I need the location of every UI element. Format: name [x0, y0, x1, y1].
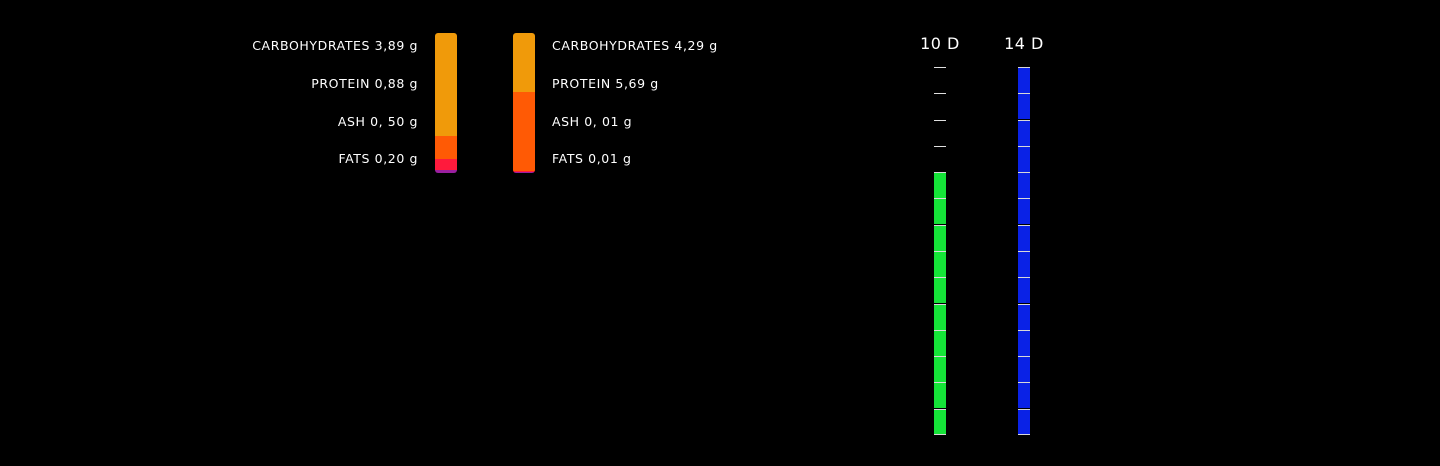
day-segment-divider [934, 198, 946, 199]
day-segment-filled [1018, 409, 1030, 435]
day-segment-filled [934, 356, 946, 382]
day-progress-bar-second [1018, 67, 1030, 435]
day-segment-empty-tick [934, 67, 946, 68]
day-segment-filled [1018, 146, 1030, 172]
day-segment-divider [934, 409, 946, 410]
day-segment-divider [934, 172, 946, 173]
left-label-carbohydrates: CARBOHYDRATES 3,89 g [252, 38, 418, 53]
right-nutrition-stacked-bar [513, 33, 535, 173]
day-segment-divider [1018, 198, 1030, 199]
day-segment-divider [1018, 120, 1030, 121]
day-segment-divider [934, 304, 946, 305]
left-label-protein: PROTEIN 0,88 g [311, 76, 418, 91]
day-segment-filled [1018, 277, 1030, 303]
day-segment-filled [934, 172, 946, 198]
day-segment-divider [1018, 356, 1030, 357]
day-segment-divider [1018, 67, 1030, 68]
day-segment-divider [934, 277, 946, 278]
day-segment-divider [934, 330, 946, 331]
right-label-carbohydrates: CARBOHYDRATES 4,29 g [552, 38, 718, 53]
left-label-ash: ASH 0, 50 g [337, 114, 418, 129]
day-segment-divider [1018, 330, 1030, 331]
day-segment-filled [1018, 356, 1030, 382]
day-label-first: 10 D [920, 34, 960, 53]
day-segment-filled [1018, 251, 1030, 277]
day-segment-divider [934, 356, 946, 357]
day-segment-filled [1018, 225, 1030, 251]
day-segment-empty-tick [934, 120, 946, 121]
day-segment-empty-tick [934, 93, 946, 94]
left-label-fats: FATS 0,20 g [338, 151, 418, 166]
day-label-second: 14 D [1004, 34, 1044, 53]
day-segment-divider [1018, 251, 1030, 252]
day-segment-divider [934, 225, 946, 226]
right-segment-carbohydrates [513, 33, 535, 92]
day-progress-bar-first [934, 67, 946, 435]
day-segment-filled [934, 304, 946, 330]
day-segment-filled [934, 409, 946, 435]
day-segment-divider [1018, 277, 1030, 278]
right-label-protein: PROTEIN 5,69 g [552, 76, 659, 91]
day-segment-filled [1018, 172, 1030, 198]
day-segment-divider [1018, 93, 1030, 94]
day-segment-filled [1018, 330, 1030, 356]
day-segment-filled [1018, 198, 1030, 224]
day-segment-divider [1018, 172, 1030, 173]
day-segment-filled [1018, 382, 1030, 408]
day-segment-divider [934, 251, 946, 252]
day-segment-divider [934, 382, 946, 383]
right-segment-protein [513, 92, 535, 171]
day-segment-filled [934, 382, 946, 408]
day-segment-empty-tick [934, 146, 946, 147]
day-segment-divider [1018, 304, 1030, 305]
day-segment-divider [1018, 146, 1030, 147]
left-segment-protein [435, 136, 457, 159]
right-segment-ash [513, 171, 535, 172]
left-segment-ash [435, 159, 457, 170]
left-segment-fats [435, 170, 457, 173]
day-segment-filled [934, 277, 946, 303]
right-segment-fats [513, 172, 535, 173]
day-bar-bottom-line [1018, 434, 1030, 435]
day-segment-divider [1018, 382, 1030, 383]
day-segment-filled [1018, 93, 1030, 119]
day-segment-filled [934, 198, 946, 224]
right-label-fats: FATS 0,01 g [552, 151, 632, 166]
day-segment-divider [1018, 409, 1030, 410]
day-segment-divider [1018, 225, 1030, 226]
left-segment-carbohydrates [435, 33, 457, 136]
day-segment-filled [1018, 120, 1030, 146]
day-segment-filled [934, 330, 946, 356]
day-segment-filled [1018, 67, 1030, 93]
day-segment-filled [934, 251, 946, 277]
day-bar-bottom-line [934, 434, 946, 435]
day-segment-filled [934, 225, 946, 251]
right-label-ash: ASH 0, 01 g [552, 114, 633, 129]
day-segment-filled [1018, 304, 1030, 330]
left-nutrition-stacked-bar [435, 33, 457, 173]
